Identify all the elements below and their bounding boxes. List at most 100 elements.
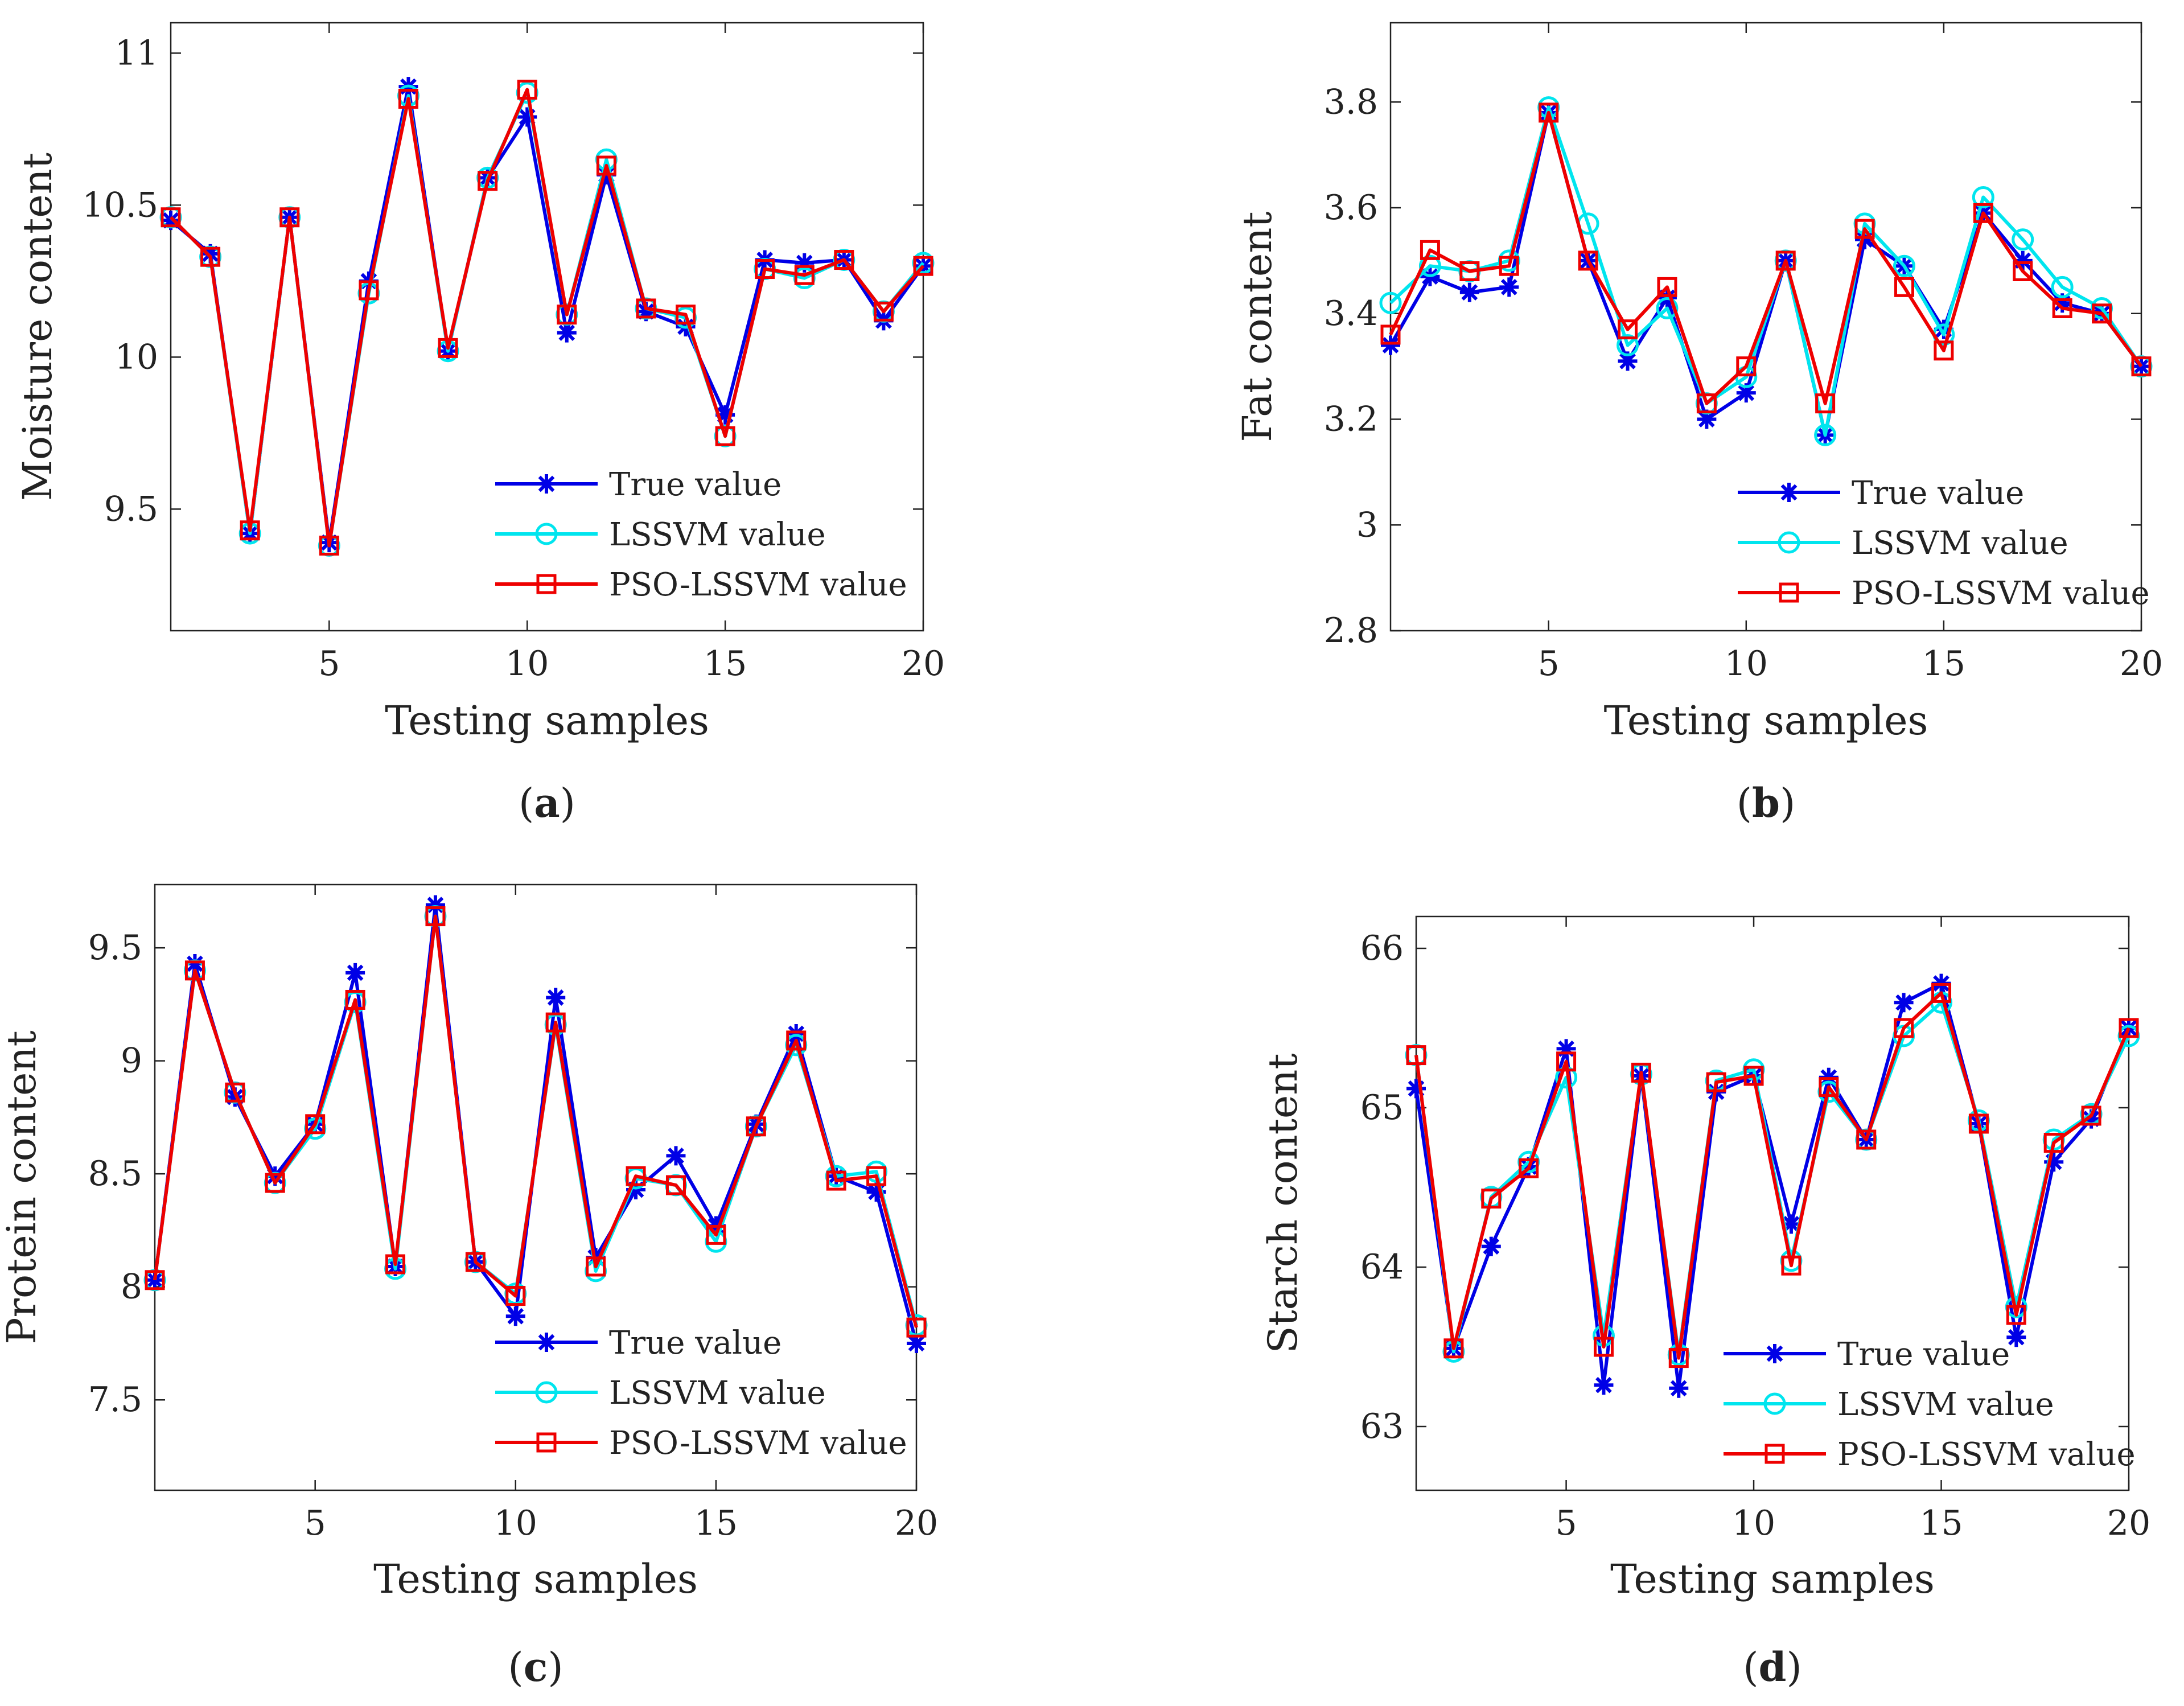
data-point-true-value	[1381, 335, 1400, 355]
data-point-pso-lssvm-value	[1519, 1158, 1539, 1178]
data-point-pso-lssvm-value	[1856, 1129, 1877, 1150]
y-tick-label: 66	[1360, 928, 1404, 968]
data-point-pso-lssvm-value	[1618, 319, 1638, 340]
panel-caption: (b)	[1737, 779, 1796, 827]
data-point-pso-lssvm-value	[626, 1166, 646, 1186]
data-point-true-value	[907, 1333, 926, 1353]
data-point-pso-lssvm-value	[398, 89, 418, 109]
data-point-true-value	[1736, 383, 1756, 403]
y-tick-label: 9	[121, 1041, 142, 1081]
data-point-true-value	[1894, 993, 1914, 1013]
legend: True value LSSVM value PSO-LSSVM value	[1738, 475, 2150, 612]
data-point-lssvm-value	[2051, 276, 2074, 298]
series-true-value	[1406, 973, 2138, 1398]
data-point-pso-lssvm-value	[1631, 1062, 1651, 1083]
legend-marker-lssvm-value	[1763, 1392, 1786, 1415]
x-tick-label: 20	[895, 1503, 938, 1543]
series-line-pso-lssvm-value	[169, 88, 925, 548]
caption-letter: c	[524, 1643, 548, 1691]
legend-label-true-value: True value	[1837, 1336, 2010, 1373]
y-tick-label: 8.5	[88, 1154, 142, 1194]
data-point-true-value	[1499, 277, 1519, 297]
legend-marker-true-value	[1765, 1344, 1784, 1363]
data-point-pso-lssvm-value	[1459, 261, 1480, 281]
data-point-pso-lssvm-value	[1406, 1045, 1426, 1066]
x-tick-label: 5	[1555, 1503, 1577, 1543]
series-line-pso-lssvm-value	[153, 914, 918, 1328]
data-point-pso-lssvm-value	[145, 1270, 165, 1290]
caption-open-paren: (	[1743, 1644, 1758, 1691]
data-point-lssvm-value	[1893, 254, 1915, 277]
plot-frame	[170, 22, 924, 632]
legend-label-lssvm-value: LSSVM value	[609, 1375, 826, 1412]
caption-letter: a	[534, 779, 560, 827]
x-axis-label: Testing samples	[1604, 697, 1928, 744]
plot-frame	[154, 883, 918, 1491]
legend-label-pso-lssvm-value: PSO-LSSVM value	[609, 566, 907, 603]
data-point-pso-lssvm-value	[755, 259, 775, 279]
series-line-lssvm-value	[1389, 105, 2143, 437]
series-true-value	[145, 895, 926, 1353]
series-line-lssvm-value	[153, 914, 918, 1326]
data-point-pso-lssvm-value	[385, 1254, 406, 1275]
data-point-pso-lssvm-value	[2081, 1105, 2101, 1126]
series-true-value	[1381, 102, 2151, 445]
data-point-pso-lssvm-value	[1657, 277, 1677, 297]
data-point-pso-lssvm-value	[1443, 1338, 1464, 1359]
data-point-pso-lssvm-value	[184, 960, 205, 981]
x-tick-label: 15	[694, 1503, 738, 1543]
x-tick-label: 15	[1922, 644, 1965, 684]
data-point-pso-lssvm-value	[873, 301, 894, 322]
legend-label-true-value: True value	[1852, 475, 2024, 512]
data-point-pso-lssvm-value	[279, 207, 300, 228]
x-tick-label: 15	[704, 644, 747, 684]
data-point-pso-lssvm-value	[478, 171, 498, 191]
data-point-pso-lssvm-value	[866, 1166, 887, 1186]
data-point-pso-lssvm-value	[1743, 1066, 1764, 1086]
data-point-pso-lssvm-value	[1706, 1072, 1726, 1092]
data-point-true-value	[1594, 1375, 1614, 1395]
data-point-pso-lssvm-value	[706, 1224, 726, 1245]
data-point-pso-lssvm-value	[1578, 250, 1598, 271]
x-tick-label: 20	[2107, 1503, 2150, 1543]
data-point-pso-lssvm-value	[465, 1252, 486, 1272]
legend-label-pso-lssvm-value: PSO-LSSVM value	[1852, 575, 2150, 612]
y-tick-label: 3	[1356, 505, 1378, 545]
series-line-true-value	[153, 903, 918, 1344]
data-point-pso-lssvm-value	[161, 207, 181, 228]
legend-marker-pso-lssvm-value	[1765, 1444, 1785, 1464]
x-tick-label: 5	[1538, 644, 1560, 684]
legend: True value LSSVM value PSO-LSSVM value	[495, 1325, 907, 1462]
y-tick-label: 10	[115, 337, 158, 377]
panel-caption: (c)	[508, 1643, 563, 1691]
x-tick-label: 10	[1732, 1503, 1775, 1543]
data-point-pso-lssvm-value	[557, 305, 577, 325]
y-tick-label: 3.8	[1324, 82, 1378, 122]
data-point-pso-lssvm-value	[826, 1170, 846, 1191]
data-point-pso-lssvm-value	[715, 426, 735, 446]
y-tick-label: 10.5	[82, 185, 158, 225]
series-line-true-value	[1414, 981, 2130, 1390]
series-pso-lssvm-value	[1380, 102, 2152, 414]
chart-panel-b: 5 10 15 20 2.8 3 3.2 3.4 3.6 3.8 Testing samples Fa…	[1234, 22, 2163, 827]
legend-label-lssvm-value: LSSVM value	[1852, 525, 2068, 562]
data-point-pso-lssvm-value	[1499, 256, 1519, 276]
data-point-pso-lssvm-value	[1815, 393, 1836, 414]
data-point-pso-lssvm-value	[1854, 219, 1875, 239]
data-point-pso-lssvm-value	[545, 1012, 566, 1033]
data-point-pso-lssvm-value	[1973, 203, 1993, 223]
data-point-pso-lssvm-value	[1556, 1051, 1577, 1072]
legend-marker-pso-lssvm-value	[1779, 582, 1799, 603]
data-point-pso-lssvm-value	[305, 1114, 326, 1134]
caption-open-paren: (	[1737, 780, 1752, 827]
data-point-pso-lssvm-value	[2131, 356, 2152, 377]
data-point-pso-lssvm-value	[794, 265, 815, 285]
panel-caption: (d)	[1743, 1643, 1802, 1691]
plot-frame	[1415, 915, 2130, 1491]
data-point-pso-lssvm-value	[906, 1317, 927, 1338]
y-tick-label: 11	[115, 33, 158, 73]
y-tick-label: 2.8	[1324, 611, 1378, 651]
chart-panel-c: 5 10 15 20 7.5 8 8.5 9 9.5 Testing samples Protein…	[0, 883, 938, 1691]
legend-label-pso-lssvm-value: PSO-LSSVM value	[609, 1425, 907, 1462]
data-point-true-value	[1459, 282, 1479, 302]
